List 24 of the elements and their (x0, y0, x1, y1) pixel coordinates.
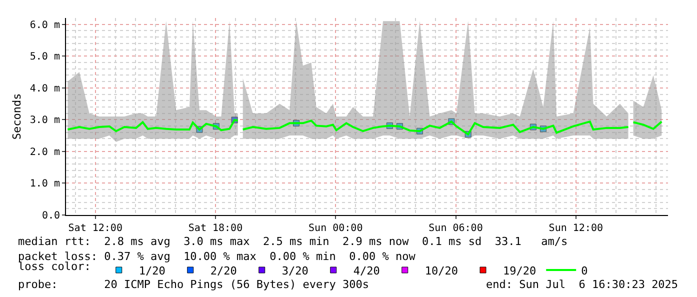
legend-label: 1/20 (138, 264, 166, 278)
legend-label: 4/20 (353, 264, 380, 278)
y-axis-title: Seconds (10, 93, 24, 140)
x-tick-label: Sat 12:00 (68, 223, 122, 234)
legend-label: 10/20 (424, 264, 458, 278)
y-tick-label: 2.0 m (30, 146, 60, 158)
x-tick-label: Sun 12:00 (548, 223, 603, 234)
legend-label: 2/20 (210, 264, 237, 278)
x-tick-label: Sat 18:00 (188, 223, 243, 234)
text: median rtt: 2.8 ms avg 3.0 ms max 2.5 ms min 2.9 ms now 0.1 ms sd 33.1 am/s (18, 235, 568, 248)
text: packet loss: 0.37 % avg 10.00 % max 0.00 % min 0.00 % now (18, 250, 416, 263)
legend-label: 19/20 (502, 264, 536, 278)
text: probe: 20 ICMP Echo Pings (56 Bytes) every 300s (18, 278, 369, 291)
y-tick-label: 1.0 m (30, 178, 60, 190)
x-tick-label: Sun 06:00 (428, 223, 483, 234)
legend-label: 3/20 (282, 264, 308, 278)
y-tick-label: 4.0 m (30, 83, 60, 94)
y-tick-label: 3.0 m (30, 115, 60, 126)
y-tick-label: 0.0 (42, 210, 60, 222)
x-tick-label: Sun 00:00 (308, 223, 363, 234)
legend-label: 0 (581, 264, 588, 278)
y-tick-label: 5.0 m (30, 52, 60, 63)
text: end: Sun Jul 6 16:30:23 2025 (486, 278, 678, 291)
y-tick-label: 6.0 m (30, 20, 60, 31)
